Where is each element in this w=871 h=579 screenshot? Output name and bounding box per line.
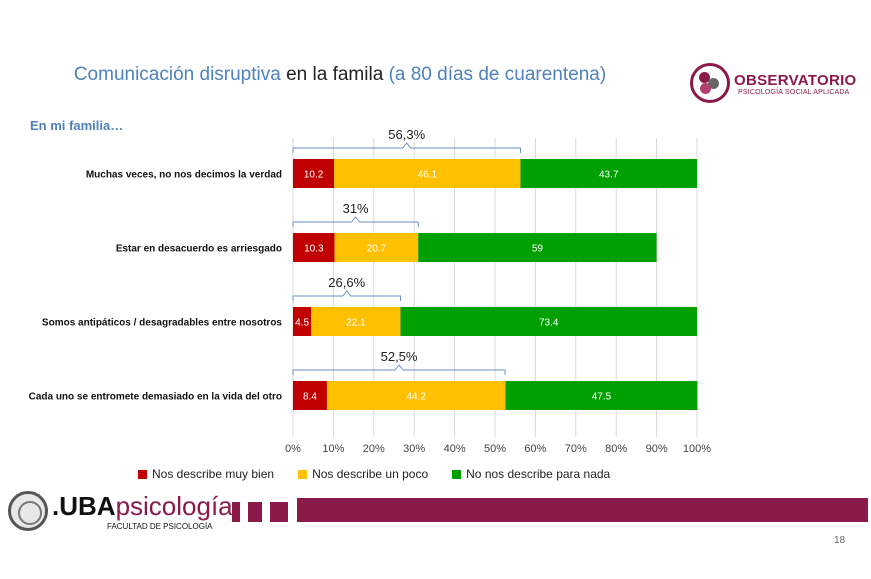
logo-subtitle: PSICOLOGÍA SOCIAL APLICADA xyxy=(738,89,850,96)
annotation-label: 52,5% xyxy=(381,349,418,364)
x-tick-label: 10% xyxy=(322,443,344,455)
data-label: 73.4 xyxy=(539,318,559,329)
observatorio-logo: OBSERVATORIO PSICOLOGÍA SOCIAL APLICADA xyxy=(690,63,860,111)
bar-segment xyxy=(418,233,657,262)
bar-segment xyxy=(293,307,312,336)
category-label: Somos antipáticos / desagradables entre … xyxy=(42,318,283,329)
bar-segment xyxy=(520,159,697,188)
data-label: 10.2 xyxy=(304,170,324,181)
data-label: 10.3 xyxy=(304,244,324,255)
bar-segment xyxy=(326,381,506,410)
logo-dot-icon xyxy=(700,83,711,94)
x-tick-label: 60% xyxy=(524,443,546,455)
annotation-bracket xyxy=(292,290,401,301)
x-tick-label: 100% xyxy=(683,443,711,455)
legend-item: No nos describe para nada xyxy=(452,467,610,481)
legend-label: Nos describe muy bien xyxy=(152,467,275,481)
chart-subtitle: En mi familia… xyxy=(30,118,124,133)
decorative-bar xyxy=(232,502,240,522)
x-tick-label: 50% xyxy=(484,443,506,455)
annotation-label: 26,6% xyxy=(328,275,365,290)
category-label: Estar en desacuerdo es arriesgado xyxy=(116,244,282,255)
data-label: 4.5 xyxy=(295,318,309,329)
x-tick-label: 70% xyxy=(565,443,587,455)
data-label: 59 xyxy=(532,244,544,255)
bar-segment xyxy=(293,381,327,410)
stacked-bar-chart: 0% 10% 20% 30% 40% 50% 60% 70% 80% 90% 100% Muchas … xyxy=(29,127,712,455)
legend-swatch xyxy=(138,469,147,479)
data-label: 22.1 xyxy=(346,318,366,329)
legend-item: Nos describe muy bien xyxy=(138,467,274,481)
uba-seal-icon xyxy=(8,491,48,531)
decorative-bar xyxy=(248,502,262,522)
x-tick-label: 0% xyxy=(285,443,301,455)
x-tick-label: 80% xyxy=(605,443,627,455)
x-tick-label: 40% xyxy=(444,443,466,455)
category-label: Muchas veces, no nos decimos la verdad xyxy=(86,170,282,181)
category-label: Cada uno se entromete demasiado en la vi… xyxy=(29,392,282,403)
bar-segment xyxy=(505,381,698,410)
title-part-1: Comunicación disruptiva xyxy=(73,64,281,85)
title-part-3: (a 80 días de cuarentena) xyxy=(388,64,607,85)
annotation-label: 31% xyxy=(343,201,369,216)
x-tick-label: 30% xyxy=(403,443,425,455)
page-number: 18 xyxy=(834,535,846,546)
logo-ring-icon xyxy=(690,63,730,103)
bar-segment xyxy=(400,307,697,336)
data-label: 47.5 xyxy=(592,392,612,403)
bar-segment xyxy=(293,233,335,262)
x-tick-label: 90% xyxy=(646,443,668,455)
data-label: 8.4 xyxy=(303,392,317,403)
uba-logo-text: .UBApsicología xyxy=(52,491,233,522)
annotation-bracket xyxy=(292,142,521,153)
data-label: 20.7 xyxy=(367,244,387,255)
legend-swatch xyxy=(452,469,462,479)
legend-label: Nos describe un poco xyxy=(312,467,429,481)
annotation-bracket xyxy=(292,216,419,227)
title-part-2: en la famila xyxy=(280,64,389,85)
legend-label: No nos describe para nada xyxy=(466,467,611,481)
page-title: Comunicación disruptiva en la famila (a … xyxy=(0,64,680,86)
psicologia-text: psicología xyxy=(115,491,233,521)
decorative-bar xyxy=(297,498,868,522)
legend-item: Nos describe un poco xyxy=(298,467,428,481)
bar-segment xyxy=(334,233,419,262)
x-tick-label: 20% xyxy=(363,443,385,455)
chart-legend: Nos describe muy bien Nos describe un po… xyxy=(138,467,610,481)
legend-swatch xyxy=(298,469,308,479)
logo-dot-icon xyxy=(699,72,710,83)
data-label: 44.2 xyxy=(406,392,426,403)
uba-text: .UBA xyxy=(52,491,116,521)
bar-segment xyxy=(334,159,521,188)
annotation-bracket xyxy=(292,364,506,375)
footer-branding: .UBApsicología FACULTAD DE PSICOLOGÍA xyxy=(8,489,868,533)
bar-segment xyxy=(293,159,335,188)
bar-segment xyxy=(311,307,401,336)
annotation-label: 56,3% xyxy=(388,127,425,142)
logo-name: OBSERVATORIO xyxy=(734,72,857,89)
data-label: 43.7 xyxy=(599,170,619,181)
decorative-bar xyxy=(270,502,288,522)
logo-dot-icon xyxy=(708,78,719,89)
data-label: 46.1 xyxy=(418,170,438,181)
facultad-text: FACULTAD DE PSICOLOGÍA xyxy=(107,522,213,531)
